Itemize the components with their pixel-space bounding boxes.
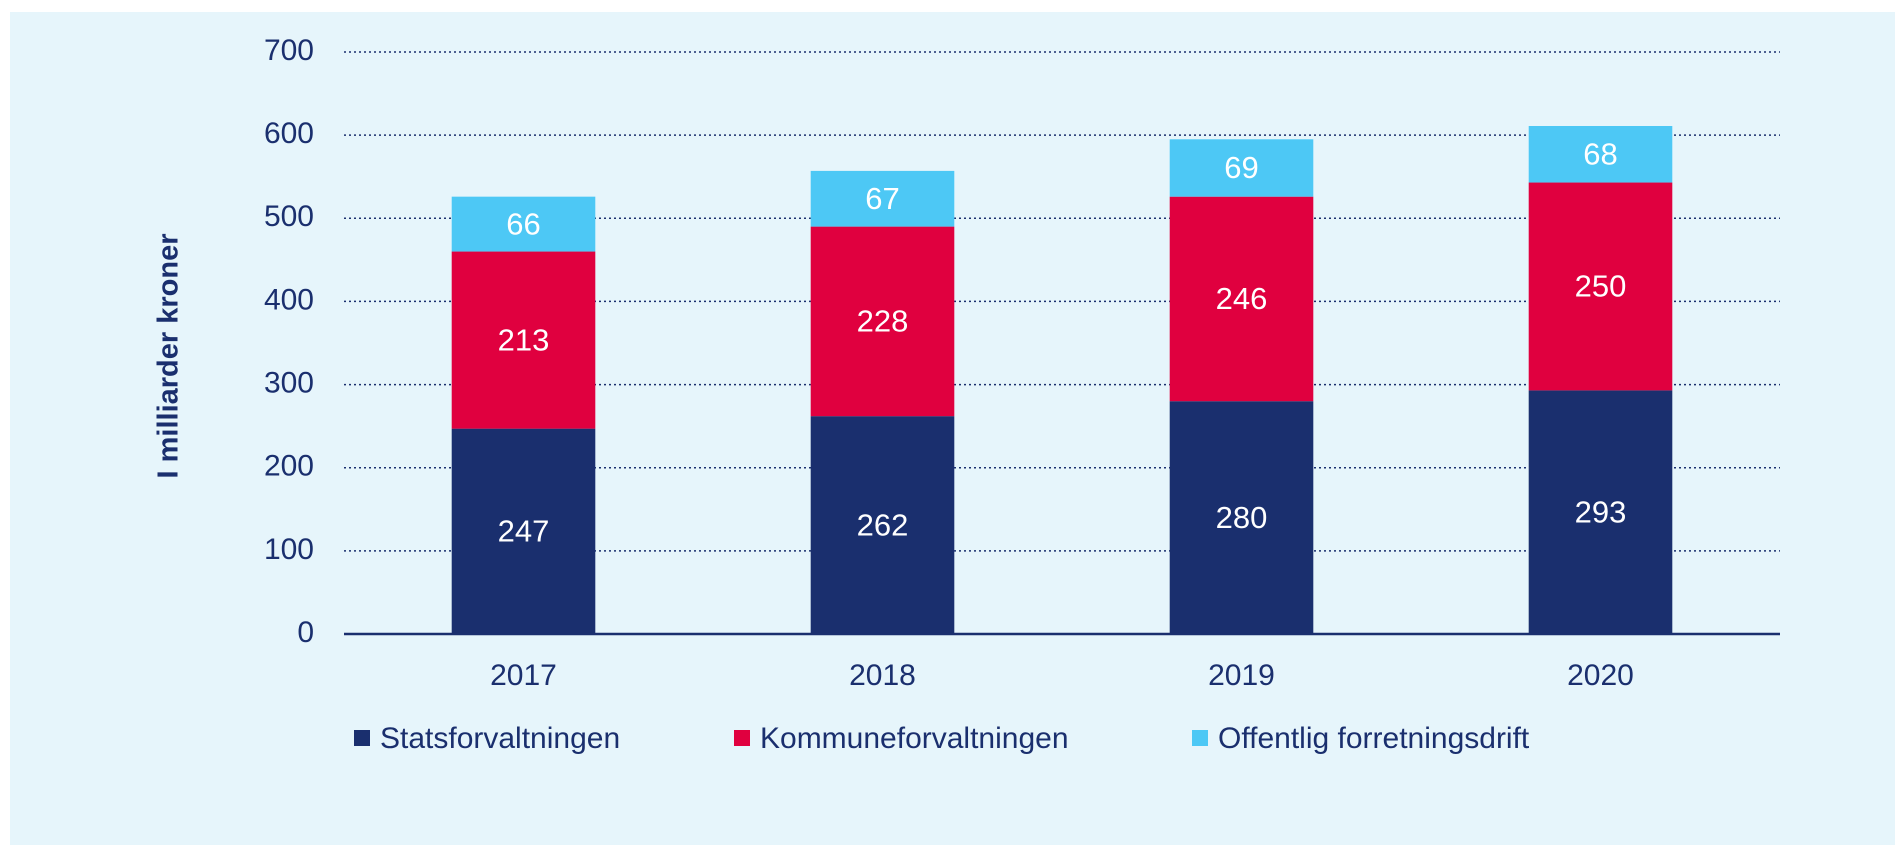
legend-swatch [734, 730, 750, 746]
y-tick-label: 0 [297, 616, 314, 649]
bar-segment [1169, 401, 1314, 634]
bar-segment [810, 416, 955, 634]
data-label: 69 [1224, 150, 1258, 185]
bar-segment [451, 196, 596, 252]
data-label: 67 [865, 181, 899, 216]
data-label: 293 [1575, 494, 1627, 529]
y-tick-label: 500 [264, 200, 314, 233]
bar-segment [1169, 196, 1314, 402]
bar-segment [1528, 390, 1673, 634]
data-label: 280 [1216, 500, 1268, 535]
bar-segment [451, 428, 596, 634]
bar-segment [1528, 182, 1673, 391]
y-axis-label: I milliarder kroner [153, 234, 185, 479]
data-label: 262 [857, 507, 909, 542]
data-label: 250 [1575, 269, 1627, 304]
data-label: 68 [1583, 136, 1617, 171]
y-tick-label: 300 [264, 366, 314, 399]
data-label: 247 [498, 514, 550, 549]
bar-segment [451, 251, 596, 429]
data-label: 213 [498, 322, 550, 357]
legend-swatch [354, 730, 370, 746]
bar-segment [810, 226, 955, 417]
y-tick-label: 700 [264, 34, 314, 67]
x-tick-label: 2019 [1208, 659, 1275, 692]
bar-segment [1528, 125, 1673, 183]
legend-swatch [1192, 730, 1208, 746]
bar-segment [810, 170, 955, 227]
data-label: 228 [857, 304, 909, 339]
y-tick-label: 600 [264, 117, 314, 150]
legend-label: Offentlig forretningsdrift [1218, 722, 1530, 755]
legend-label: Kommuneforvaltningen [760, 722, 1069, 755]
y-tick-label: 200 [264, 450, 314, 483]
legend-label: Statsforvaltningen [380, 722, 620, 755]
x-tick-label: 2020 [1567, 659, 1634, 692]
data-label: 246 [1216, 281, 1268, 316]
y-tick-label: 400 [264, 283, 314, 316]
data-label: 66 [506, 206, 540, 241]
x-tick-label: 2017 [490, 659, 557, 692]
bar-segment [1169, 139, 1314, 197]
x-tick-label: 2018 [849, 659, 916, 692]
y-tick-label: 100 [264, 533, 314, 566]
